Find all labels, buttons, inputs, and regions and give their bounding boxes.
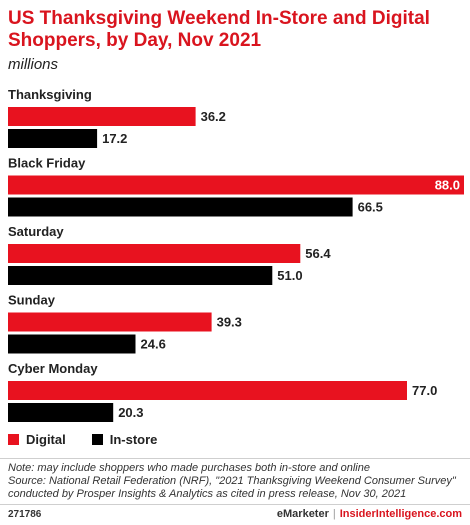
brand-emarketer[interactable]: eMarketer (276, 508, 329, 520)
legend-item-instore: In-store (91, 432, 158, 447)
footer-divider (0, 504, 470, 505)
source-note: Note: may include shoppers who made purc… (8, 462, 464, 501)
note-line: Note: may include shoppers who made purc… (8, 462, 370, 474)
data-label-instore: 51.0 (277, 268, 302, 283)
bar-digital (8, 381, 407, 400)
divider (0, 458, 470, 459)
bar-digital (8, 244, 301, 263)
brand-separator: | (332, 508, 336, 520)
bar-instore (8, 129, 98, 148)
data-label-instore: 17.2 (102, 131, 127, 146)
bar-digital (8, 175, 464, 195)
bar-digital (8, 312, 212, 332)
legend-swatch-digital (8, 434, 19, 445)
category-label: Thanksgiving (8, 87, 92, 102)
legend-label-instore: In-store (109, 432, 158, 447)
legend-item-digital: Digital (8, 432, 66, 447)
chart-id: 271786 (8, 509, 42, 520)
data-label-instore: 24.6 (141, 337, 166, 352)
footer-brand: eMarketer | InsiderIntelligence.com (277, 508, 462, 520)
category-label: Sunday (8, 293, 56, 308)
bar-instore (8, 334, 136, 354)
legend-swatch-instore (91, 434, 103, 445)
chart-title: US Thanksgiving Weekend In-Store and Dig… (8, 8, 430, 51)
bar-digital (8, 107, 196, 126)
data-label-digital: 56.4 (305, 246, 331, 261)
data-label-digital: 39.3 (217, 315, 242, 330)
source-line: Source: National Retail Federation (NRF)… (8, 475, 456, 487)
legend-label-digital: Digital (26, 432, 66, 447)
legend: Digital In-store (8, 432, 183, 447)
bar-chart: Thanksgiving 36.2 17.2 Black Friday 88.0 66.5… (8, 87, 464, 422)
category-label: Black Friday (8, 156, 86, 171)
data-label-instore: 20.3 (118, 405, 143, 420)
source-line-2: conducted by Prosper Insights & Analytic… (8, 488, 407, 500)
brand-insiderintelligence[interactable]: InsiderIntelligence.com (339, 508, 462, 520)
data-label-digital: 77.0 (412, 383, 437, 398)
data-label-digital: 88.0 (435, 178, 460, 193)
data-label-instore: 66.5 (358, 200, 383, 215)
chart-subtitle: millions (8, 56, 59, 73)
bar-instore (8, 403, 114, 422)
category-label: Cyber Monday (8, 361, 98, 376)
bar-instore (8, 266, 273, 285)
category-label: Saturday (8, 224, 64, 239)
bar-instore (8, 197, 353, 217)
data-label-digital: 36.2 (201, 109, 226, 124)
